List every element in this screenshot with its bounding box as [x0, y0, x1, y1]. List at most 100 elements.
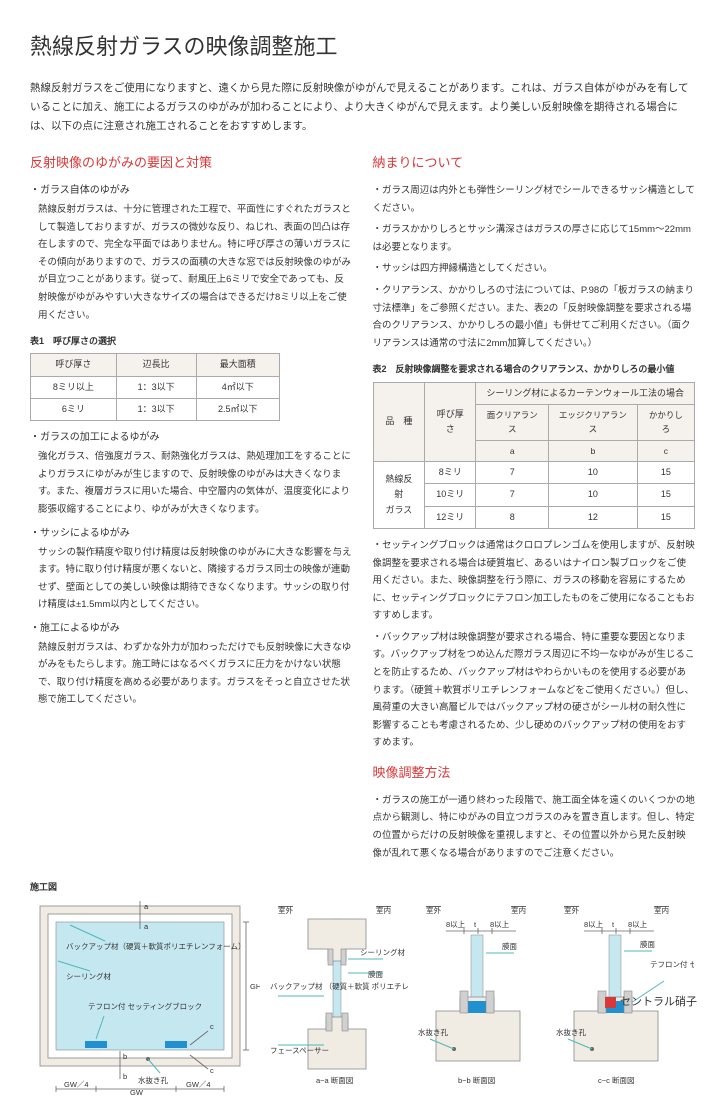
svg-text:室内: 室内 [376, 905, 391, 915]
right-heading1: 納まりについて [373, 152, 696, 174]
t2-r1-thick: 8ミリ [425, 462, 476, 484]
svg-text:テフロン付 セッティング ブロック: テフロン付 セッティング ブロック [650, 959, 694, 969]
r-bullet3: ・サッシは四方押縁構造としてください。 [373, 260, 696, 278]
t1-h2: 辺長比 [116, 354, 196, 376]
svg-text:8以上: 8以上 [446, 920, 466, 929]
t2-h-c: かかりしろ [637, 404, 694, 440]
svg-text:室外: 室外 [278, 905, 293, 915]
body-glass-self: 熱線反射ガラスは、十分に管理された工程で、平面性にすぐれたガラスとして製造してお… [30, 201, 353, 324]
subhead-construction: ・施工によるゆがみ [30, 620, 353, 637]
t2-r3-c: 15 [637, 506, 694, 528]
t2-r3-thick: 12ミリ [425, 506, 476, 528]
svg-text:8以上: 8以上 [628, 920, 648, 929]
t1-r1c3: 4㎡以下 [196, 376, 280, 398]
t1-r2c3: 2.5㎡以下 [196, 398, 280, 420]
svg-text:シーリング材: シーリング材 [360, 947, 405, 957]
diagram-section-aa: 室外 室内 バックアップ材 （硬質＋軟質 ポリエチレン フォーム） フェースペー… [268, 901, 408, 1096]
t1-r1c2: 1：3以下 [116, 376, 196, 398]
svg-text:フェースペーサー: フェースペーサー [270, 1046, 329, 1055]
diagram-section-bb: 室外 室内 8以上 t 8以上 膜面 水抜き孔 b−b 断面図 [416, 901, 546, 1096]
svg-text:膜面: 膜面 [368, 969, 383, 979]
svg-text:テフロン付 セッティングブロック: テフロン付 セッティングブロック [88, 1001, 202, 1011]
t2-h-thick: 呼び厚さ [425, 382, 476, 462]
svg-text:a−a 断面図: a−a 断面図 [316, 1075, 353, 1085]
intro-paragraph: 熱線反射ガラスをご使用になりますと、遠くから見た際に反射映像がゆがんで見えること… [30, 79, 695, 136]
subhead-glass-self: ・ガラス自体のゆがみ [30, 182, 353, 199]
svg-text:水抜き孔: 水抜き孔 [556, 1027, 586, 1037]
svg-text:c−c 断面図: c−c 断面図 [598, 1075, 634, 1085]
diagram-row: a a バックアップ材（硬質＋軟質ポリエチレンフォーム） シーリング材 テフロン… [30, 901, 695, 1096]
svg-text:GH: GH [250, 982, 260, 991]
r-bullet6: ・バックアップ材は映像調整が要求される場合、特に重要な要因となります。バックアッ… [373, 629, 696, 752]
r-bullet7: ・ガラスの施工が一通り終わった段階で、施工面全体を遠くのいくつかの地点から観測し… [373, 792, 696, 862]
svg-text:室外: 室外 [564, 905, 579, 915]
t2-h-kind: 品 種 [373, 382, 425, 462]
t2-r1-c: 15 [637, 462, 694, 484]
left-column: 反射映像のゆがみの要因と対策 ・ガラス自体のゆがみ 熱線反射ガラスは、十分に管理… [30, 152, 353, 866]
svg-text:b: b [123, 1052, 127, 1061]
r-bullet4: ・クリアランス、かかりしろの寸法については、P.98の「板ガラスの納まり寸法標準… [373, 282, 696, 352]
brand-square-icon [605, 997, 616, 1008]
svg-text:t: t [612, 920, 615, 929]
t2-h-a: 面クリアランス [476, 404, 549, 440]
t2-r2-c: 15 [637, 484, 694, 506]
t2-r2-thick: 10ミリ [425, 484, 476, 506]
r-bullet1: ・ガラス周辺は内外とも弾性シーリング材でシールできるサッシ構造としてください。 [373, 182, 696, 217]
t2-r2-b: 10 [549, 484, 638, 506]
svg-text:シーリング材: シーリング材 [66, 971, 111, 981]
diagram-elevation: a a バックアップ材（硬質＋軟質ポリエチレンフォーム） シーリング材 テフロン… [30, 901, 260, 1096]
subhead-processing: ・ガラスの加工によるゆがみ [30, 429, 353, 446]
t1-r2c1: 6ミリ [31, 398, 117, 420]
body-construction: 熱線反射ガラスは、わずかな外力が加わっただけでも反射映像に大きなゆがみをもたらし… [30, 639, 353, 709]
t2-r1-a: 7 [476, 462, 549, 484]
body-processing: 強化ガラス、倍強度ガラス、耐熱強化ガラスは、熱処理加工をすることによりガラスにゆ… [30, 448, 353, 518]
right-heading2: 映像調整方法 [373, 762, 696, 784]
t1-h3: 最大面積 [196, 354, 280, 376]
two-column-layout: 反射映像のゆがみの要因と対策 ・ガラス自体のゆがみ 熱線反射ガラスは、十分に管理… [30, 152, 695, 866]
diagram-label: 施工図 [30, 880, 695, 895]
subhead-sash: ・サッシによるゆがみ [30, 525, 353, 542]
table2-caption: 表2 反射映像調整を要求される場合のクリアランス、かかりしろの最小値 [373, 362, 696, 377]
svg-text:室外: 室外 [426, 905, 441, 915]
footer-brand: セントラル硝子 [605, 993, 697, 1012]
page-title: 熱線反射ガラスの映像調整施工 [30, 28, 695, 65]
body-sash: サッシの製作精度や取り付け精度は反射映像のゆがみに大きな影響を与えます。特に取り… [30, 544, 353, 614]
svg-text:b: b [123, 1072, 127, 1081]
t2-r2-a: 7 [476, 484, 549, 506]
svg-text:水抜き孔: 水抜き孔 [418, 1027, 448, 1037]
t2-r3-b: 12 [549, 506, 638, 528]
right-column: 納まりについて ・ガラス周辺は内外とも弾性シーリング材でシールできるサッシ構造と… [373, 152, 696, 866]
svg-text:膜面: 膜面 [640, 939, 655, 949]
svg-text:c: c [210, 1066, 214, 1075]
svg-text:バックアップ材 （硬質＋軟質 ポリエチレン フォーム）: バックアップ材 （硬質＋軟質 ポリエチレン フォーム） [270, 981, 408, 991]
svg-text:バックアップ材（硬質＋軟質ポリエチレンフォーム）: バックアップ材（硬質＋軟質ポリエチレンフォーム） [66, 941, 246, 951]
svg-text:8以上: 8以上 [490, 920, 510, 929]
t2-h-b: エッジクリアランス [549, 404, 638, 440]
t1-r1c1: 8ミリ以上 [31, 376, 117, 398]
table2: 品 種 呼び厚さ シーリング材によるカーテンウォール工法の場合 面クリアランス … [373, 382, 696, 530]
svg-text:GW: GW [130, 1088, 144, 1096]
r-bullet2: ・ガラスかかりしろとサッシ溝深さはガラスの厚さに応じて15mm～22mmは必要と… [373, 221, 696, 256]
brand-text: セントラル硝子 [620, 993, 697, 1012]
svg-text:b−b 断面図: b−b 断面図 [458, 1075, 495, 1085]
t1-r2c2: 1：3以下 [116, 398, 196, 420]
t2-kind: 熱線反射 ガラス [373, 462, 425, 529]
svg-text:室内: 室内 [511, 905, 526, 915]
svg-text:GW／4: GW／4 [186, 1080, 211, 1089]
t2-r3-a: 8 [476, 506, 549, 528]
table1: 呼び厚さ 辺長比 最大面積 8ミリ以上 1：3以下 4㎡以下 6ミリ 1：3以下… [30, 353, 280, 421]
svg-text:8以上: 8以上 [584, 920, 604, 929]
t2-r1-b: 10 [549, 462, 638, 484]
svg-text:水抜き孔: 水抜き孔 [138, 1075, 168, 1085]
t2-h-group: シーリング材によるカーテンウォール工法の場合 [476, 382, 695, 404]
t2-sub-b: b [549, 440, 638, 461]
svg-text:GW／4: GW／4 [64, 1080, 89, 1089]
t2-sub-c: c [637, 440, 694, 461]
table1-caption: 表1 呼び厚さの選択 [30, 334, 353, 349]
svg-text:室内: 室内 [654, 905, 669, 915]
r-bullet5: ・セッティングブロックは通常はクロロプレンゴムを使用しますが、反射映像調整を要求… [373, 537, 696, 625]
svg-text:膜面: 膜面 [502, 941, 517, 951]
t1-h1: 呼び厚さ [31, 354, 117, 376]
t2-sub-a: a [476, 440, 549, 461]
svg-text:t: t [474, 920, 477, 929]
